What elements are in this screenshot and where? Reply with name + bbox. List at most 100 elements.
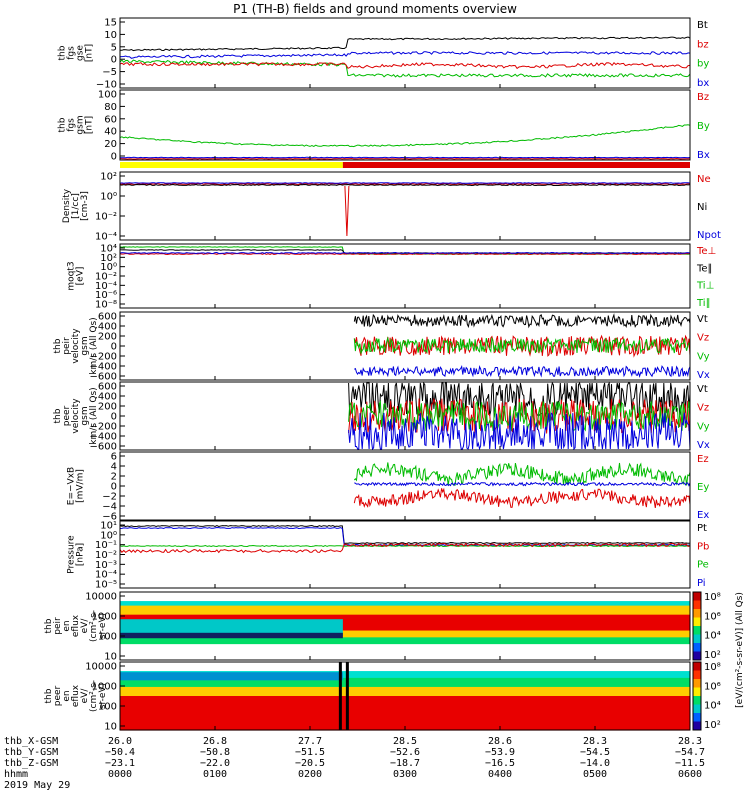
spectrogram-row xyxy=(120,603,690,607)
colorbar-ion xyxy=(693,609,701,618)
ytick-label: 10⁰ xyxy=(100,192,117,203)
colorbar-tick: 10² xyxy=(704,650,721,661)
ylabel-line: sr-eV) xyxy=(98,613,108,639)
ytick-label: 20 xyxy=(104,139,117,150)
spectrogram-row xyxy=(120,621,690,625)
page-title: P1 (TH-B) fields and ground moments over… xyxy=(233,2,517,16)
By-line xyxy=(119,124,691,148)
bx-line xyxy=(119,51,691,59)
ytick-label: 10⁰ xyxy=(100,262,117,273)
legend-Vt: Vt xyxy=(697,314,708,325)
orbit-value: −23.1 xyxy=(105,758,135,769)
spectrogram-row xyxy=(120,614,690,618)
colorbar-ion xyxy=(693,592,701,601)
spectrogram-row xyxy=(120,626,690,629)
ytick-label: 10⁻² xyxy=(95,550,117,561)
spectrogram-row xyxy=(120,644,690,647)
legend-bz: bz xyxy=(697,39,709,50)
ytick-label: 0 xyxy=(111,482,117,493)
legend-Te∥: Te∥ xyxy=(696,263,713,274)
by-line xyxy=(119,59,691,78)
ytick-label: 80 xyxy=(104,102,117,113)
peir-Vt-line xyxy=(353,313,691,329)
ytick-label: −600 xyxy=(90,372,117,383)
legend-Vt: Vt xyxy=(697,384,708,395)
spectrogram-row xyxy=(120,630,690,634)
ytick-label: 0 xyxy=(111,152,117,163)
ytick-label: −10 xyxy=(96,80,117,91)
spectrogram-row xyxy=(120,648,690,652)
orbit-value: −50.4 xyxy=(105,747,135,758)
ytick-label: −200 xyxy=(90,422,117,433)
colorbar-electron xyxy=(693,713,701,722)
ylabel-line: eV/ xyxy=(80,618,90,634)
spectrogram-row xyxy=(120,716,690,720)
ylabel-line: fgs xyxy=(67,46,77,60)
ytick-label: 100 xyxy=(98,702,117,713)
ylabel-line: peer xyxy=(53,685,63,706)
spectrogram-row xyxy=(120,677,690,681)
spectrogram-row xyxy=(120,686,690,690)
spectrogram-row xyxy=(120,616,690,620)
ylabel-line: peer xyxy=(62,405,72,426)
spectrogram-row xyxy=(120,610,690,613)
Ni-line xyxy=(119,183,691,187)
colorbar-tick: 10⁸ xyxy=(704,662,721,673)
spectrogram-row xyxy=(120,689,690,693)
spectrogram-row xyxy=(120,664,690,668)
mode-bar-slow xyxy=(120,162,343,168)
ytick-label: 10⁻⁸ xyxy=(95,300,117,311)
colorbar-ion xyxy=(693,651,701,661)
legend-Bt: Bt xyxy=(697,20,708,31)
orbit-label: thb_Y-GSM xyxy=(4,747,58,758)
orbit-value: 0600 xyxy=(678,769,702,780)
ytick-label: 100 xyxy=(98,632,117,643)
ytick-label: −5 xyxy=(102,67,117,78)
colorbar-tick: 10⁸ xyxy=(704,592,721,603)
ylabel-line: thb xyxy=(58,117,68,132)
spectrogram-row xyxy=(120,635,690,638)
orbit-value: −53.9 xyxy=(485,747,515,758)
spectrogram-gap xyxy=(345,662,349,730)
spectrogram-row xyxy=(120,646,690,650)
orbit-value: −51.5 xyxy=(295,747,325,758)
ylabel-line: [nPa] xyxy=(76,543,86,566)
spectrogram-row xyxy=(120,612,690,616)
orbit-label: thb_X-GSM xyxy=(4,736,58,747)
colorbar-tick: 10⁶ xyxy=(704,611,721,622)
legend-by: by xyxy=(697,59,709,70)
legend-Pe: Pe xyxy=(697,560,709,571)
spectrogram-row xyxy=(120,698,690,702)
orbit-value: −11.5 xyxy=(675,758,705,769)
spectrogram-patch xyxy=(120,632,343,639)
panel-frame-density xyxy=(119,171,691,241)
Ey-line xyxy=(353,462,691,486)
Ne-line xyxy=(119,182,691,186)
ytick-label: 10⁻³ xyxy=(95,560,117,571)
spectrogram-patch xyxy=(120,619,343,637)
ytick-label: 10⁻⁶ xyxy=(95,290,117,301)
spectrogram-patch xyxy=(120,672,343,681)
spectrogram-row xyxy=(120,594,690,598)
ytick-label: 15 xyxy=(104,18,117,29)
orbit-value: 28.3 xyxy=(678,736,702,747)
orbit-value: −50.8 xyxy=(200,747,230,758)
spectrogram-row xyxy=(120,639,690,643)
ylabel-line: [mV/m] xyxy=(76,469,86,503)
ytick-label: −600 xyxy=(90,442,117,453)
peir-Vz-line xyxy=(353,334,691,358)
ylabel-line: velocity xyxy=(71,328,81,364)
orbit-value: 26.0 xyxy=(108,736,132,747)
spectrogram-row xyxy=(120,723,690,727)
legend-Ti⊥: Ti⊥ xyxy=(696,281,714,292)
ytick-label: 200 xyxy=(98,332,117,343)
orbit-value: 0000 xyxy=(108,769,132,780)
spectrogram-row xyxy=(120,680,690,683)
spectrogram-row xyxy=(120,653,690,657)
Ex-line xyxy=(354,481,691,487)
ylabel-line: velocity xyxy=(71,398,81,434)
ytick-label: 40 xyxy=(104,127,117,138)
ylabel-line: en xyxy=(62,620,72,631)
ylabel-line: Density xyxy=(62,188,72,223)
ylabel-line: [nT] xyxy=(85,116,95,134)
